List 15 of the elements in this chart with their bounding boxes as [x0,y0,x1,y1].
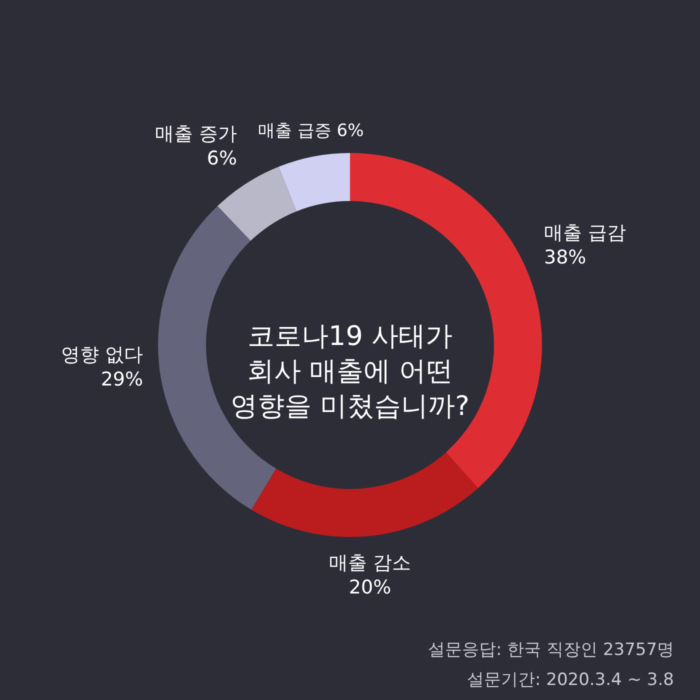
data-label: 20% [348,576,392,599]
slice-label: 매출 급감 [544,222,626,244]
donut-slice [251,452,478,537]
slice-label: 매출 감소 [329,552,412,574]
data-label: 38% [544,246,586,269]
slice-label: 매출 증가 [155,123,238,145]
slice-label: 영향 없다 [61,344,144,366]
slice-label: 매출 급증 6% [258,121,364,141]
donut-slice [278,153,350,212]
data-label: 29% [100,368,144,391]
text: 코로나19 사태가 회사 매출에 어떤 영향을 미쳤습니까? [230,321,470,422]
data-label: 6% [206,148,238,170]
text: 설문기간: 2020.3.4 ~ 3.8 [467,670,674,690]
donut-slice [218,166,296,241]
text: 설문응답: 한국 직장인 23757명 [428,640,674,660]
